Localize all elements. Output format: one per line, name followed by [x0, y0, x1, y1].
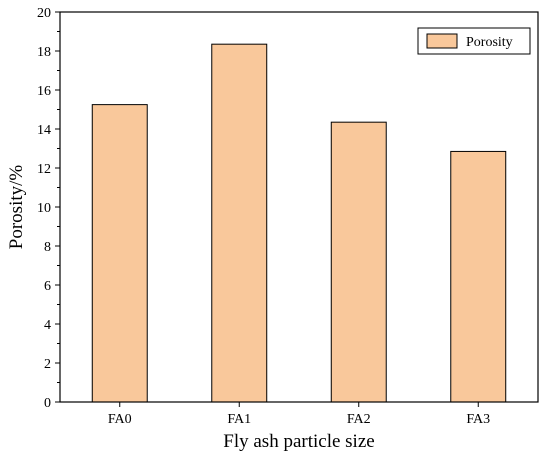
- y-tick-label: 12: [37, 162, 51, 177]
- x-tick-label: FA3: [466, 412, 490, 427]
- bar-fa3: [450, 150, 507, 403]
- x-tick-label: FA2: [347, 412, 371, 427]
- x-axis-label: Fly ash particle size: [223, 431, 374, 452]
- y-tick-label: 10: [37, 201, 51, 216]
- y-tick-label: 2: [44, 357, 51, 372]
- y-tick-label: 4: [44, 318, 51, 333]
- plot-frame: [59, 11, 539, 403]
- y-tick-label: 18: [37, 45, 51, 60]
- y-tick-label: 6: [44, 279, 51, 294]
- x-tick-label: FA1: [227, 412, 251, 427]
- y-tick-label: 16: [37, 84, 51, 99]
- x-axis-ticks: FA0 FA1 FA2 FA3: [108, 402, 490, 427]
- y-tick-label: 8: [44, 240, 51, 255]
- bar-fa0: [91, 104, 148, 403]
- y-axis-label: Porosity/%: [6, 165, 27, 250]
- y-axis-ticks: 0 2 4 6 8 10 12 14 16 18 20: [37, 6, 60, 411]
- legend-label-porosity: Porosity: [466, 35, 513, 50]
- bar-fa2: [330, 121, 387, 403]
- y-tick-label: 0: [44, 396, 51, 411]
- bars: [91, 43, 507, 403]
- legend-swatch: [426, 33, 458, 49]
- y-tick-label: 14: [37, 123, 51, 138]
- y-tick-label: 20: [37, 6, 51, 21]
- legend: Porosity: [417, 27, 531, 55]
- bar-fa1: [211, 43, 268, 403]
- x-tick-label: FA0: [108, 412, 132, 427]
